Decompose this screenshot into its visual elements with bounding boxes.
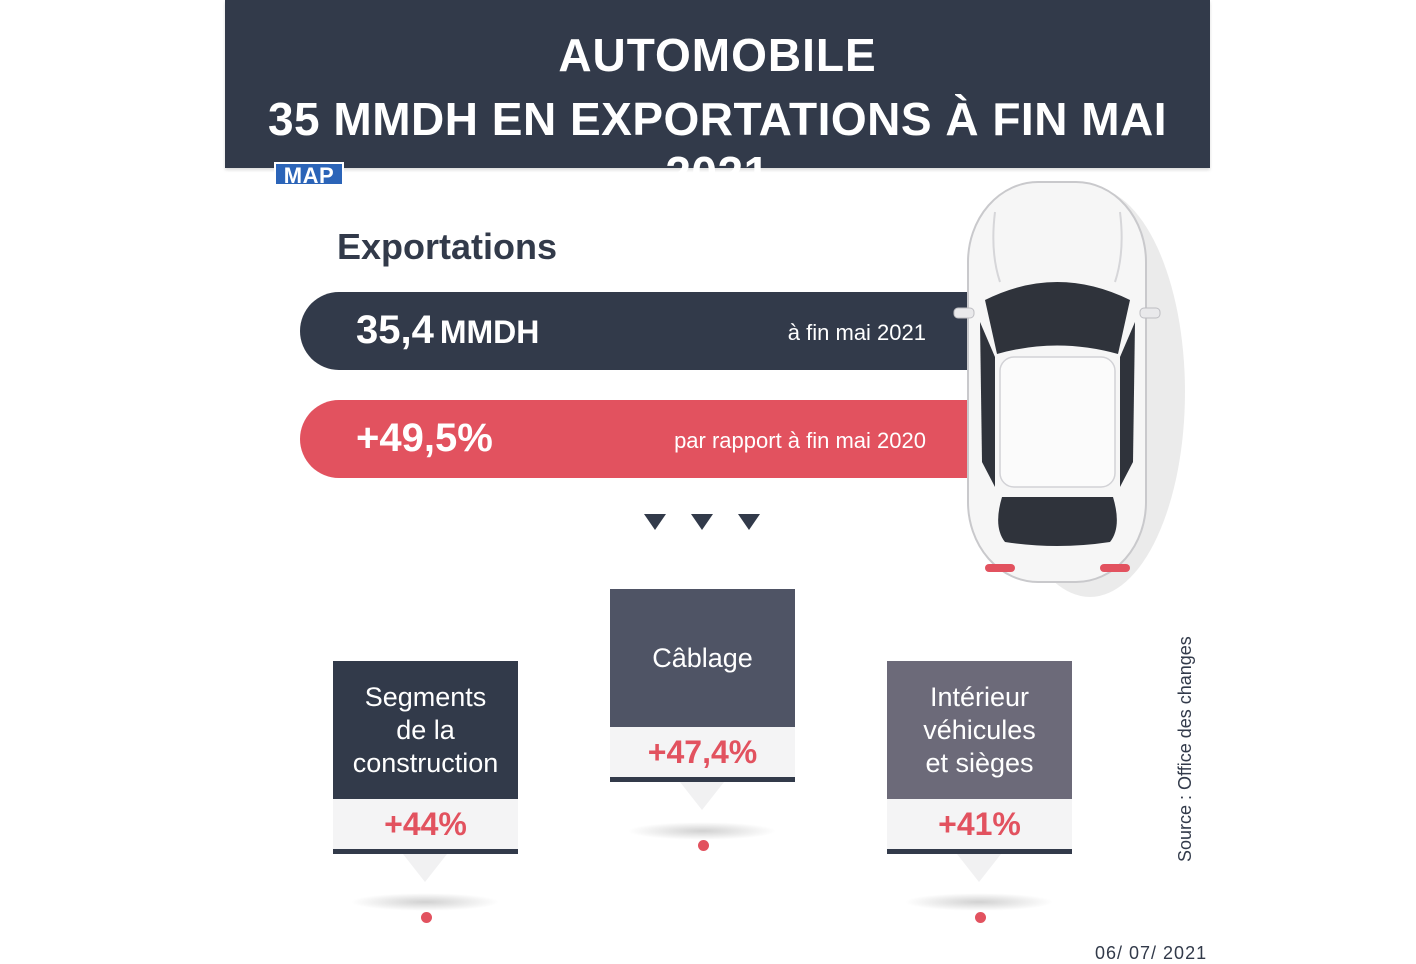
car-hood-line-right bbox=[1114, 211, 1123, 283]
down-arrows bbox=[644, 514, 764, 538]
car-right-mirror bbox=[1139, 307, 1161, 319]
exports-value-text: 35,4 MMDH bbox=[356, 308, 539, 353]
segment-label-line: construction bbox=[352, 747, 499, 778]
publication-date: 06/ 07/ 2021 bbox=[1095, 943, 1208, 963]
car-right-taillight bbox=[1100, 564, 1130, 572]
map-logo: MAP bbox=[274, 162, 344, 188]
chevron-down-icon bbox=[644, 514, 666, 530]
car-right-window bbox=[1120, 322, 1135, 487]
car-left-taillight bbox=[985, 564, 1015, 572]
chevron-down-icon bbox=[691, 514, 713, 530]
segment-card-interieur: Intérieur véhicules et sièges +41% bbox=[887, 661, 1072, 854]
segment-card-cablage: Câblage +47,4% bbox=[610, 589, 795, 782]
header-banner: AUTOMOBILE 35 MMDH EN EXPORTATIONS À FIN… bbox=[225, 0, 1210, 199]
exports-period: à fin mai 2021 bbox=[787, 320, 926, 345]
title-line-1: AUTOMOBILE bbox=[558, 29, 877, 81]
segment-card-header: Câblage bbox=[610, 589, 795, 727]
segment-card-construction: Segments de la construction +44% bbox=[333, 661, 518, 854]
exports-value-bar: 35,4 MMDH à fin mai 2021 bbox=[300, 292, 980, 370]
segment-label-line: et sièges bbox=[925, 747, 1034, 778]
exports-unit: MMDH bbox=[439, 314, 540, 350]
car-icon bbox=[953, 181, 1185, 597]
car-windshield bbox=[985, 282, 1130, 354]
segment-label: Intérieur véhicules et sièges bbox=[923, 681, 1036, 780]
exports-value: 35,4 bbox=[356, 308, 434, 352]
car-rear-window bbox=[998, 497, 1117, 546]
marker-dot bbox=[421, 912, 432, 923]
card-shadow bbox=[904, 893, 1054, 911]
segment-card-header: Intérieur véhicules et sièges bbox=[887, 661, 1072, 799]
segment-value: +47,4% bbox=[610, 727, 795, 782]
card-pointer bbox=[403, 854, 447, 882]
segment-label-line: de la bbox=[396, 714, 455, 745]
segment-label-line: Câblage bbox=[652, 642, 753, 673]
segment-label: Câblage bbox=[652, 642, 753, 675]
card-shadow bbox=[350, 893, 500, 911]
car-hood-line-left bbox=[992, 211, 1001, 283]
segment-value: +41% bbox=[887, 799, 1072, 854]
segment-label-line: véhicules bbox=[923, 714, 1036, 745]
car-left-window bbox=[980, 322, 995, 487]
source-note: Source : Office des changes bbox=[1175, 636, 1195, 862]
title-line-2: 35 MMDH EN EXPORTATIONS À FIN MAI 2021 bbox=[267, 93, 1168, 199]
section-title: Exportations bbox=[337, 226, 558, 267]
exports-growth: +49,5% bbox=[356, 416, 493, 460]
exports-growth-bar: +49,5% par rapport à fin mai 2020 bbox=[300, 400, 980, 478]
segment-card-header: Segments de la construction bbox=[333, 661, 518, 799]
chevron-down-icon bbox=[738, 514, 760, 530]
segment-value: +44% bbox=[333, 799, 518, 854]
segment-label-line: Segments bbox=[364, 681, 487, 712]
segment-label: Segments de la construction bbox=[353, 681, 499, 780]
exports-growth-note: par rapport à fin mai 2020 bbox=[674, 428, 926, 453]
card-shadow bbox=[627, 822, 777, 840]
car-roof bbox=[999, 356, 1116, 488]
marker-dot bbox=[698, 840, 709, 851]
car-left-mirror bbox=[953, 307, 975, 319]
marker-dot bbox=[975, 912, 986, 923]
segment-label-line: Intérieur bbox=[929, 681, 1030, 712]
card-pointer bbox=[957, 854, 1001, 882]
card-pointer bbox=[680, 782, 724, 810]
